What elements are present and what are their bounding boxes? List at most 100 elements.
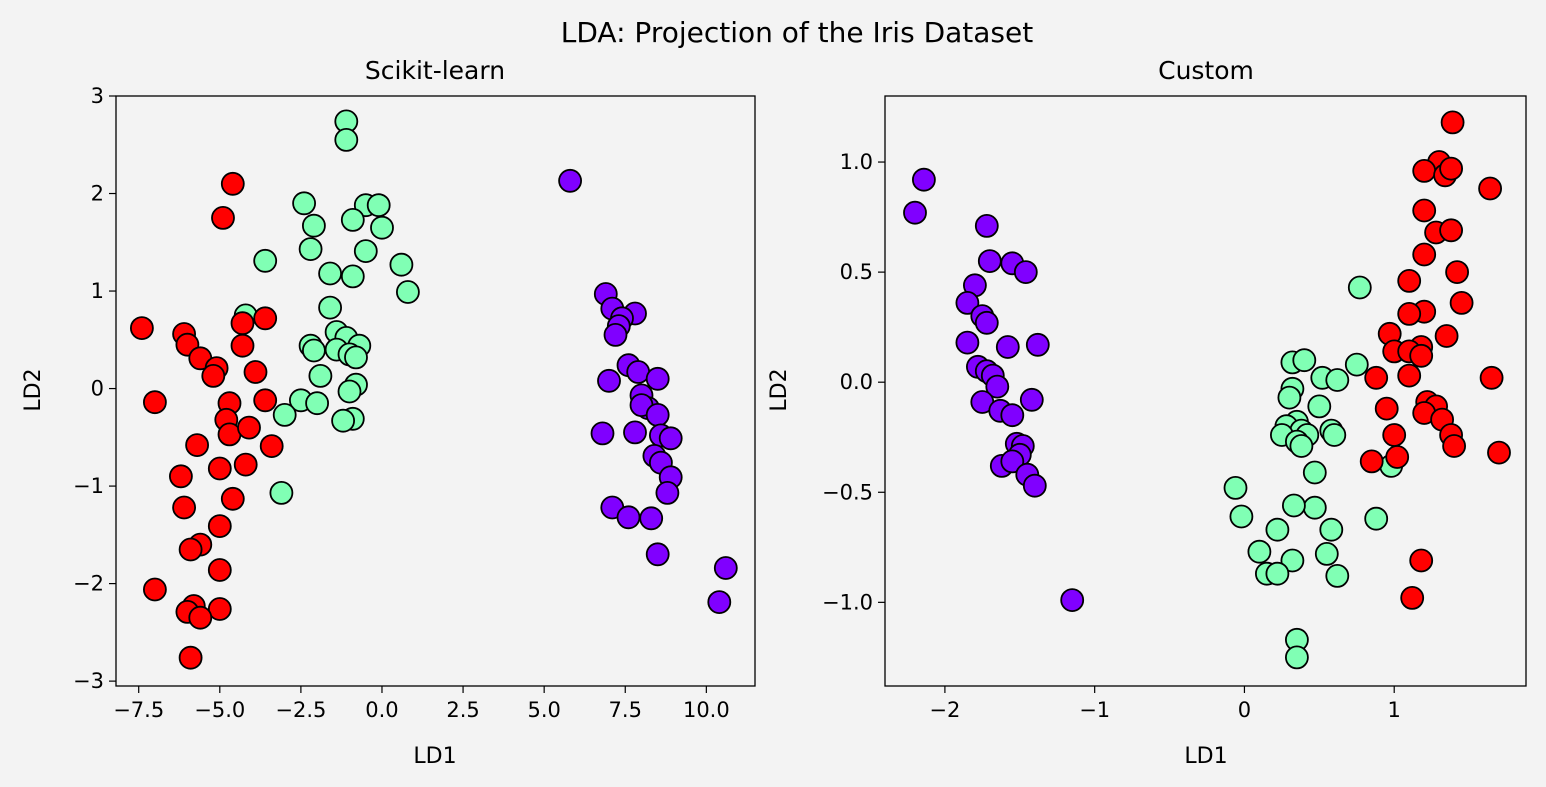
scatter-point-class-1 [331, 408, 356, 433]
scatter-point-class-1 [292, 191, 317, 216]
scatter-point-class-0 [912, 167, 936, 192]
axes-frame [115, 95, 756, 687]
scatter-point-class-0 [1019, 387, 1044, 412]
scatter-point-class-2 [1440, 110, 1465, 135]
scatter-point-class-2 [1359, 449, 1384, 474]
scatter-point-class-2 [1487, 440, 1511, 465]
scatter-point-class-2 [188, 605, 213, 630]
scatter-point-class-0 [616, 505, 641, 530]
x-tick-label: −7.5 [113, 698, 164, 722]
y-axis-label-scikit-learn: LD2 [21, 368, 46, 411]
x-axis-label-scikit-learn: LD1 [413, 744, 456, 769]
scatter-point-class-1 [1229, 504, 1254, 529]
scatter-point-class-2 [1449, 290, 1474, 315]
scatter-point-class-1 [1344, 352, 1369, 377]
scatter-point-class-2 [201, 363, 226, 388]
scatter-point-class-0 [590, 421, 615, 446]
scatter-point-class-2 [1439, 156, 1463, 181]
scatter-point-class-2 [1397, 363, 1422, 388]
y-tick-label: −1.0 [822, 590, 873, 614]
plot-area-custom: −2 −1 0 1 −1.0 −0.5 0.0 0.5 1.0 [822, 95, 1527, 722]
scatter-point-class-1 [1265, 561, 1290, 586]
scatter-point-class-1 [389, 252, 414, 277]
scatter-point-class-2 [1400, 586, 1425, 610]
scatter-point-class-2 [1382, 423, 1407, 447]
scatter-point-class-0 [707, 590, 732, 614]
plot-background [116, 96, 755, 686]
scatter-point-class-1 [298, 237, 323, 262]
scatter-point-class-1 [1292, 348, 1317, 373]
scatter-point-class-1 [1307, 394, 1332, 419]
scatter-point-class-1 [301, 213, 326, 238]
scatter-point-class-0 [974, 213, 999, 238]
y-tick-label: 2 [91, 182, 104, 206]
scatter-point-class-1 [318, 261, 343, 286]
subplot-custom: Custom −2 −1 0 1 −1.0 −0.5 0.0 0.5 1.0 LD1 LD2 [767, 56, 1527, 769]
subplot-title-scikit-learn: Scikit-learn [365, 56, 505, 85]
axes-frame [884, 95, 1527, 687]
scatter-point-class-2 [1412, 198, 1437, 223]
scatter-point-class-0 [1000, 449, 1025, 474]
subplot-scikit-learn: Scikit-learn −7.5 −5.0 −2.5 0.0 2.5 5.0 7.5 10.… [21, 56, 756, 769]
scatter-point-class-2 [178, 537, 203, 562]
scatter-point-class-0 [903, 200, 927, 225]
scatter-point-class-1 [1277, 385, 1302, 410]
scatter-point-class-2 [1409, 343, 1434, 368]
scatter-point-class-1 [253, 248, 278, 273]
x-tick-label: 5.0 [527, 698, 560, 722]
scatter-point-class-0 [597, 368, 621, 393]
x-axis-label-custom: LD1 [1184, 744, 1227, 769]
scatter-point-class-1 [334, 127, 359, 152]
scatter-point-class-2 [207, 514, 232, 538]
scatter-point-class-1 [1223, 475, 1248, 500]
scatter-point-class-2 [185, 433, 210, 458]
y-tick-label: 0.5 [840, 260, 873, 284]
scatter-point-class-2 [1478, 176, 1502, 201]
scatter-point-class-2 [1412, 158, 1437, 183]
scatter-point-class-2 [1385, 445, 1410, 469]
scatter-point-class-1 [395, 280, 420, 304]
scatter-point-class-0 [713, 556, 738, 580]
scatter-point-class-2 [211, 205, 235, 230]
scatter-point-class-1 [305, 391, 330, 416]
scatter-point-class-0 [623, 420, 647, 445]
scatter-point-class-1 [353, 239, 378, 264]
scatter-point-class-1 [1325, 368, 1350, 392]
y-tick-label: 0.0 [840, 370, 873, 394]
scatter-point-class-1 [340, 207, 365, 232]
y-tick-label: 0 [91, 377, 104, 401]
scatter-point-class-1 [1265, 517, 1290, 542]
x-tick-label: 10.0 [683, 698, 730, 722]
scatter-point-class-1 [318, 295, 343, 320]
scatter-point-class-2 [207, 456, 232, 481]
y-tick-label: 3 [91, 84, 104, 108]
scatter-point-class-0 [645, 542, 670, 567]
x-tick-label: 0 [1238, 698, 1251, 722]
scatter-point-class-2 [1442, 434, 1466, 458]
scatter-point-class-1 [1325, 564, 1350, 588]
scatter-point-class-2 [1374, 396, 1399, 421]
scatter-point-class-2 [243, 360, 268, 384]
scatter-point-class-2 [1364, 365, 1389, 390]
scatter-point-class-0 [995, 335, 1020, 359]
scatter-point-class-0 [645, 402, 670, 427]
y-tick-label: −2 [73, 572, 104, 596]
subplot-title-custom: Custom [1158, 56, 1254, 85]
scatter-point-class-0 [655, 480, 680, 505]
scatter-point-class-0 [1022, 473, 1047, 498]
scatter-point-class-0 [985, 374, 1010, 399]
scatter-point-class-2 [230, 311, 255, 336]
scatter-point-class-1 [1280, 548, 1305, 573]
scatter-point-class-1 [1322, 423, 1347, 447]
x-tick-label: 0.0 [365, 698, 398, 722]
scatter-point-class-2 [1479, 365, 1504, 390]
scatter-point-class-0 [1060, 588, 1085, 612]
scatter-point-class-1 [344, 345, 368, 370]
x-tick-label: 7.5 [609, 698, 642, 722]
scatter-point-class-2 [168, 464, 193, 489]
scatter-point-class-2 [142, 577, 167, 602]
scatter-point-class-1 [301, 338, 326, 363]
scatter-point-class-2 [253, 306, 278, 331]
x-tick-label: 1 [1388, 698, 1401, 722]
